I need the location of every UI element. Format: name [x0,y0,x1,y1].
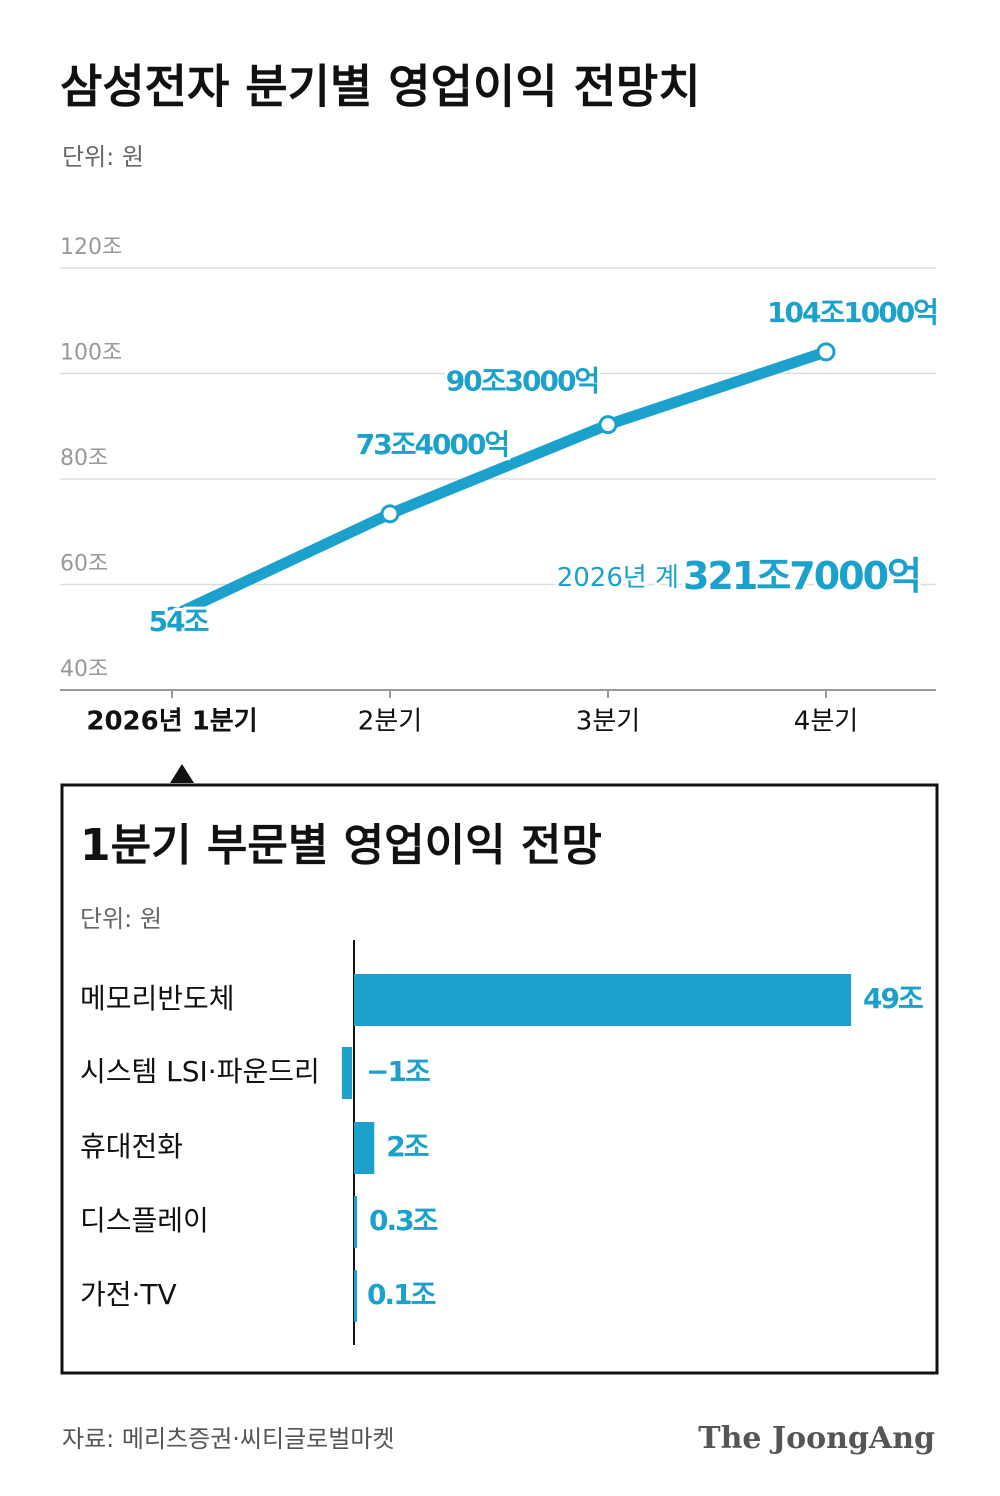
chart-title: 삼성전자 분기별 영업이익 전망치 [60,60,701,114]
y-tick-label: 100조 [60,341,122,366]
total-value: 321조7000억 [683,554,920,598]
source: 자료: 메리츠증권·씨티글로벌마켓 [62,1425,394,1453]
unit-label: 단위: 원 [62,143,144,171]
x-tick-label: 2분기 [358,707,422,737]
x-tick-label: 4분기 [794,707,858,737]
data-point [598,415,618,435]
x-tick-label: 3분기 [576,707,640,737]
value-label: −1조 [366,1055,430,1088]
x-tick-label: 2026년 1분기 [86,707,257,737]
value-label: 104조1000억 [767,296,937,329]
value-label: 90조3000억 [446,365,598,398]
bar [354,1196,358,1248]
bar [341,1047,352,1099]
value-label: 2조 [386,1130,428,1163]
total-label: 2026년 계 [557,563,679,593]
y-tick-label: 40조 [60,657,108,682]
bar [354,974,851,1026]
value-label: 54조 [149,605,209,638]
value-label: 0.3조 [369,1204,438,1237]
pointer-arrow [170,764,194,783]
category-label: 가전·TV [80,1278,177,1311]
category-label: 시스템 LSI·파운드리 [80,1055,320,1088]
panel-title: 1분기 부문별 영업이익 전망 [80,820,602,871]
category-label: 휴대전화 [80,1130,183,1163]
value-label: 49조 [863,982,923,1015]
y-tick-label: 60조 [60,552,108,577]
category-label: 디스플레이 [80,1204,209,1237]
panel-box [60,783,939,1375]
value-label: 73조4000억 [356,428,508,461]
total-annotation: 2026년 계 321조7000억 [557,554,920,598]
data-point [816,342,836,362]
data-point [162,606,182,626]
line-series [169,346,828,622]
y-tick-label: 120조 [60,235,122,260]
data-point [380,504,400,524]
bar [354,1270,357,1322]
logo: The JoongAng [698,1421,935,1456]
panel-unit: 단위: 원 [80,905,162,933]
value-label: 0.1조 [367,1278,436,1311]
bar [354,1122,375,1174]
y-tick-label: 80조 [60,446,108,471]
category-label: 메모리반도체 [80,982,235,1015]
